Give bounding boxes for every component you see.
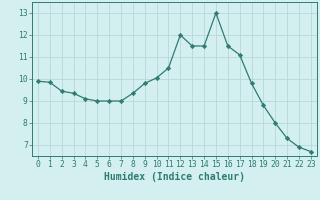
X-axis label: Humidex (Indice chaleur): Humidex (Indice chaleur): [104, 172, 245, 182]
